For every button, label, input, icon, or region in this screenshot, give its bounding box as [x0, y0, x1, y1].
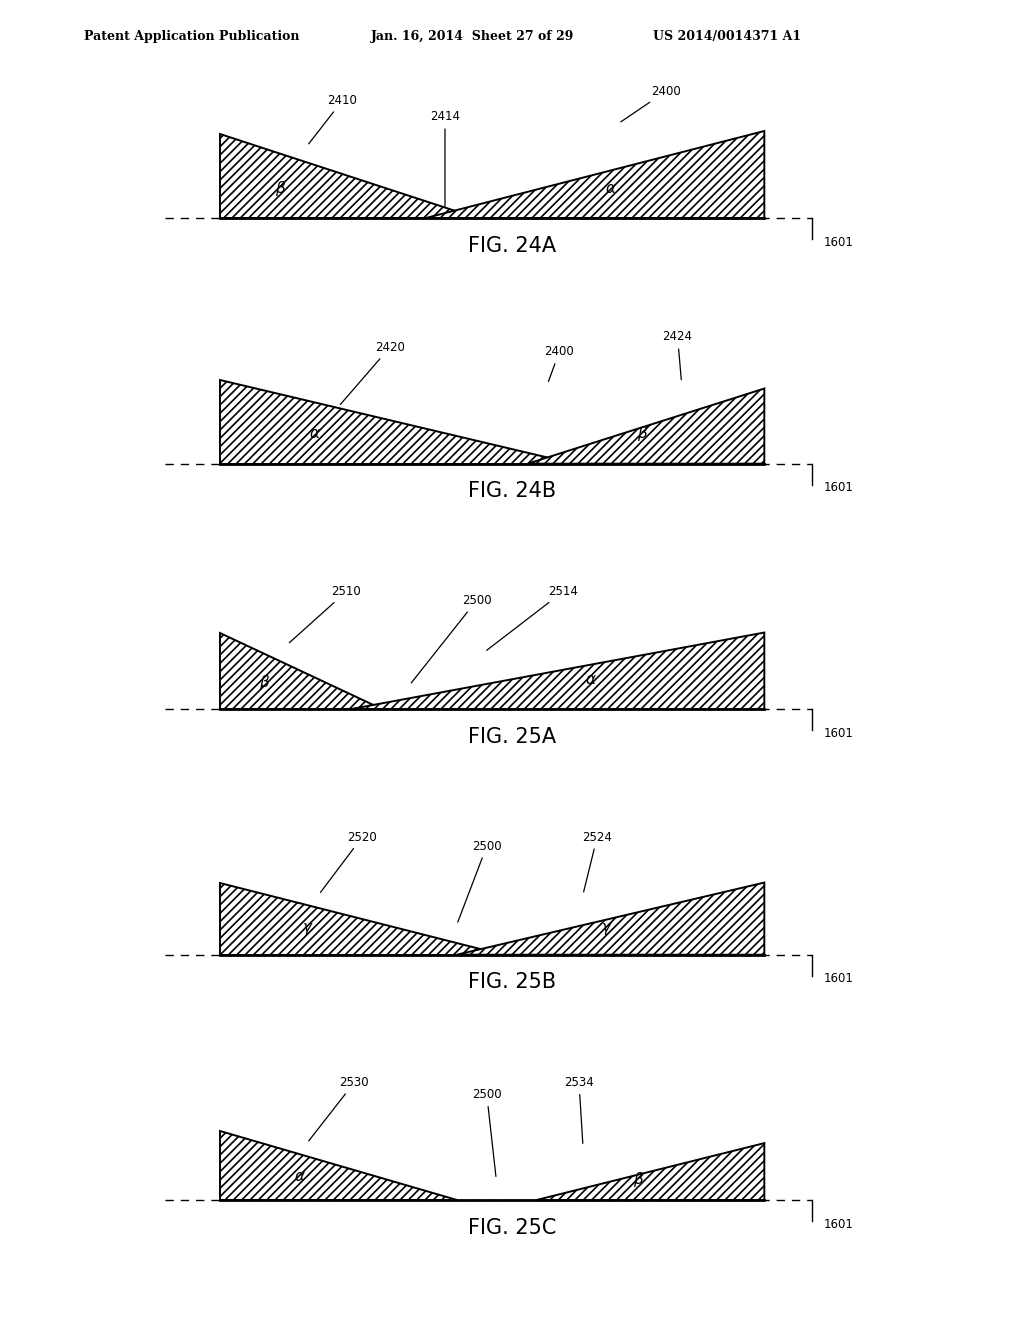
Polygon shape [220, 883, 504, 954]
Text: 2420: 2420 [340, 341, 404, 404]
Text: FIG. 25A: FIG. 25A [468, 727, 556, 747]
Text: β: β [259, 675, 268, 689]
Text: 2520: 2520 [321, 830, 377, 892]
Text: FIG. 24B: FIG. 24B [468, 482, 556, 502]
Text: γ: γ [602, 920, 611, 935]
Text: β: β [274, 181, 285, 195]
Text: 2500: 2500 [412, 594, 492, 682]
Text: 2510: 2510 [290, 585, 361, 643]
Text: 2400: 2400 [621, 84, 681, 121]
Polygon shape [220, 135, 476, 218]
Text: 1601: 1601 [823, 973, 853, 985]
Text: Jan. 16, 2014  Sheet 27 of 29: Jan. 16, 2014 Sheet 27 of 29 [371, 30, 574, 44]
Polygon shape [425, 131, 764, 218]
Text: 2530: 2530 [308, 1076, 369, 1140]
Text: 2500: 2500 [458, 840, 502, 923]
Polygon shape [220, 380, 575, 463]
Polygon shape [350, 632, 764, 709]
Text: Patent Application Publication: Patent Application Publication [84, 30, 299, 44]
Text: 1601: 1601 [823, 236, 853, 248]
Text: β: β [633, 1172, 643, 1187]
Text: 2410: 2410 [308, 94, 357, 144]
Polygon shape [220, 1131, 457, 1200]
Text: α: α [294, 1168, 304, 1184]
Text: 1601: 1601 [823, 482, 853, 494]
Text: FIG. 25C: FIG. 25C [468, 1218, 556, 1238]
Text: 2534: 2534 [564, 1076, 594, 1143]
Text: FIG. 24A: FIG. 24A [468, 236, 556, 256]
Text: 1601: 1601 [823, 727, 853, 739]
Text: 2414: 2414 [430, 111, 460, 206]
Polygon shape [527, 388, 764, 463]
Text: FIG. 25B: FIG. 25B [468, 973, 556, 993]
Text: 1601: 1601 [823, 1218, 853, 1230]
Text: α: α [586, 672, 596, 686]
Polygon shape [220, 632, 382, 709]
Text: α: α [605, 181, 615, 195]
Polygon shape [457, 883, 764, 954]
Text: β: β [637, 426, 647, 441]
Text: 2524: 2524 [583, 830, 612, 892]
Text: 2424: 2424 [663, 330, 692, 380]
Text: 2400: 2400 [545, 346, 574, 381]
Text: γ: γ [302, 920, 311, 935]
Text: US 2014/0014371 A1: US 2014/0014371 A1 [653, 30, 802, 44]
Polygon shape [536, 1143, 764, 1200]
Text: 2500: 2500 [472, 1088, 502, 1176]
Text: α: α [310, 426, 319, 441]
Text: 2514: 2514 [486, 585, 579, 651]
